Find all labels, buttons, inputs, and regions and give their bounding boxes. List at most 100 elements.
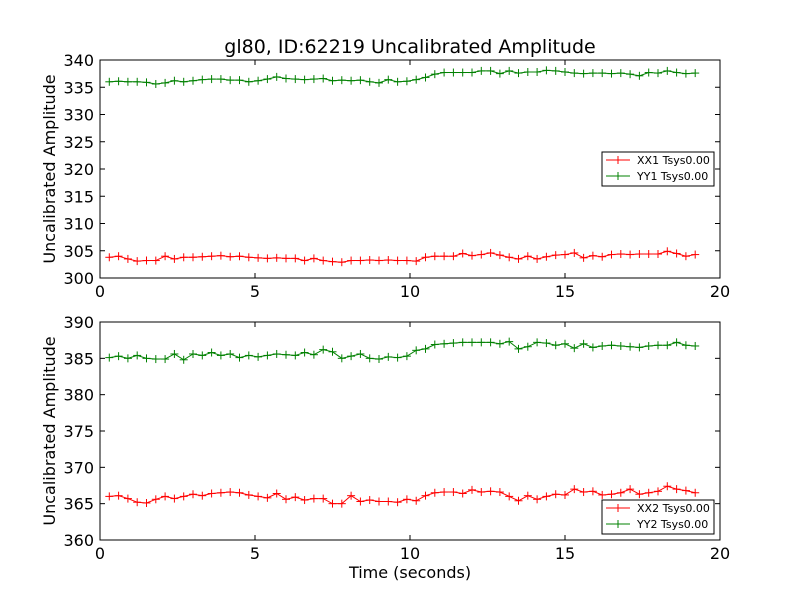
data-point [607, 250, 616, 259]
x-tick-label: 0 [95, 544, 105, 563]
data-point [551, 341, 560, 350]
data-point [523, 67, 532, 76]
data-point [272, 72, 281, 81]
data-point [579, 339, 588, 348]
top-legend: XX1 Tsys0.00 YY1 Tsys0.00 [601, 151, 715, 187]
bottom-plot-frame [99, 321, 721, 541]
data-point [468, 338, 476, 347]
data-point [421, 344, 430, 353]
bottom-chart-panel: Time (seconds) Uncalibrated Amplitude 0 5… [40, 313, 730, 582]
data-point [114, 77, 123, 86]
data-point [123, 77, 132, 86]
data-point [505, 337, 514, 346]
series-line-yy2 [109, 341, 696, 361]
data-point [105, 77, 114, 86]
data-point [607, 490, 616, 499]
data-point [579, 488, 588, 497]
data-point [486, 487, 495, 496]
data-point [226, 349, 235, 358]
data-point [523, 342, 532, 351]
data-point [207, 489, 216, 498]
data-point [402, 256, 411, 265]
data-point [216, 488, 225, 497]
data-point [384, 497, 393, 506]
data-point [468, 251, 476, 260]
data-point [142, 78, 151, 87]
data-point [570, 344, 579, 353]
y-tick-label: 335 [63, 78, 94, 97]
data-point [551, 490, 560, 499]
data-point [495, 488, 504, 497]
x-tick-label: 15 [555, 544, 575, 563]
data-point [663, 341, 672, 350]
data-point [319, 494, 328, 503]
x-tick-label: 15 [555, 282, 575, 301]
data-point [189, 490, 197, 499]
x-tick-label: 20 [710, 544, 730, 563]
data-point [282, 254, 290, 263]
x-tick-label: 10 [400, 544, 420, 563]
data-point [477, 338, 486, 347]
data-point [105, 253, 114, 262]
data-point [291, 75, 300, 84]
data-point [505, 66, 514, 75]
data-point [412, 346, 421, 355]
data-point [300, 75, 309, 84]
data-point [207, 252, 216, 261]
data-point [691, 250, 700, 259]
data-point [440, 68, 449, 77]
data-point [393, 256, 402, 265]
data-point [226, 76, 235, 85]
data-point [263, 254, 272, 263]
data-point [198, 351, 207, 360]
data-point [533, 254, 542, 263]
data-point [635, 343, 644, 352]
data-point [514, 254, 523, 263]
data-point [114, 491, 123, 500]
data-point [328, 347, 337, 356]
data-point [626, 342, 635, 351]
data-point [170, 349, 179, 358]
data-point [412, 257, 421, 266]
data-point [375, 497, 383, 506]
data-point [347, 352, 356, 361]
data-point [319, 74, 328, 83]
data-point [691, 69, 700, 78]
data-point [151, 79, 160, 88]
data-point [402, 352, 411, 361]
y-tick-label: 315 [63, 187, 94, 206]
data-point [458, 489, 467, 498]
data-point [254, 253, 263, 262]
data-point [319, 345, 328, 354]
data-point [393, 353, 402, 362]
data-point [272, 489, 281, 498]
y-tick-label: 385 [63, 349, 94, 368]
data-point [430, 252, 439, 261]
data-point [421, 253, 430, 262]
data-point [263, 351, 272, 360]
data-point [644, 488, 653, 497]
data-point [123, 354, 132, 363]
data-point [626, 485, 635, 494]
data-point [347, 76, 356, 85]
data-point [616, 250, 625, 259]
data-point [458, 249, 467, 258]
data-point [198, 75, 207, 84]
data-point [635, 490, 644, 499]
data-point [254, 352, 263, 361]
data-point [551, 66, 560, 75]
data-point [142, 256, 151, 265]
bottom-series-layer [105, 337, 700, 508]
data-point [170, 76, 179, 85]
data-point [309, 254, 318, 263]
data-point [161, 252, 170, 261]
data-point [300, 348, 309, 357]
y-tick-label: 300 [63, 269, 94, 288]
data-point [607, 69, 616, 78]
data-point [356, 497, 365, 506]
data-point [142, 498, 151, 507]
data-point [319, 256, 328, 265]
data-point [282, 350, 290, 359]
data-point [161, 492, 170, 501]
